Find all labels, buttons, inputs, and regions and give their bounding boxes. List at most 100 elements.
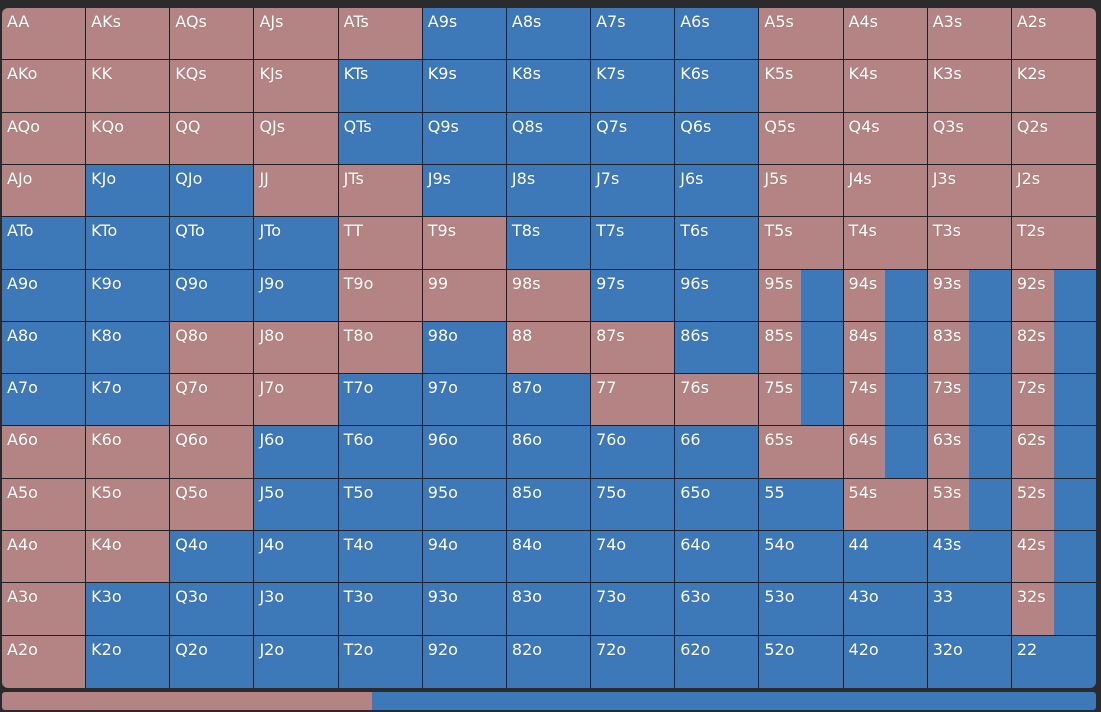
hand-cell[interactable]: ATo xyxy=(2,217,87,270)
hand-cell[interactable]: JTo xyxy=(254,217,339,270)
hand-cell[interactable]: A8o xyxy=(2,321,87,375)
hand-cell[interactable]: A3s xyxy=(927,8,1012,61)
hand-cell[interactable]: K5s xyxy=(759,60,844,113)
hand-cell[interactable]: 87o xyxy=(506,374,592,427)
hand-cell[interactable]: 43s xyxy=(927,531,1012,584)
hand-cell[interactable]: J4o xyxy=(254,531,339,584)
hand-cell[interactable]: 73s xyxy=(927,374,1012,427)
hand-cell[interactable]: K5o xyxy=(86,478,171,532)
hand-cell[interactable]: 85o xyxy=(506,478,592,532)
hand-cell[interactable]: Q6s xyxy=(675,112,760,165)
hand-cell[interactable]: Q9s xyxy=(422,112,507,165)
hand-cell[interactable]: 82o xyxy=(506,635,592,688)
hand-cell[interactable]: 77 xyxy=(591,374,676,427)
hand-cell[interactable]: 65o xyxy=(675,478,760,532)
hand-cell[interactable]: K3s xyxy=(927,60,1012,113)
hand-cell[interactable]: AKs xyxy=(86,8,171,61)
hand-cell[interactable]: J5s xyxy=(759,164,844,218)
hand-cell[interactable]: KJs xyxy=(254,60,339,113)
hand-cell[interactable]: J2s xyxy=(1011,164,1096,218)
hand-cell[interactable]: 96s xyxy=(675,269,760,322)
hand-cell[interactable]: A7o xyxy=(2,374,87,427)
hand-cell[interactable]: QJo xyxy=(170,164,255,218)
hand-cell[interactable]: AKo xyxy=(2,60,87,113)
hand-cell[interactable]: 86o xyxy=(506,426,592,479)
hand-cell[interactable]: 54s xyxy=(843,478,928,532)
hand-cell[interactable]: KTo xyxy=(86,217,171,270)
hand-cell[interactable]: Q7s xyxy=(591,112,676,165)
hand-cell[interactable]: KQo xyxy=(86,112,171,165)
hand-cell[interactable]: QJs xyxy=(254,112,339,165)
hand-cell[interactable]: 75s xyxy=(759,374,844,427)
hand-cell[interactable]: J2o xyxy=(254,635,339,688)
hand-cell[interactable]: J7s xyxy=(591,164,676,218)
hand-cell[interactable]: A8s xyxy=(506,8,592,61)
hand-cell[interactable]: K4s xyxy=(843,60,928,113)
hand-cell[interactable]: A6o xyxy=(2,426,87,479)
hand-cell[interactable]: 97o xyxy=(422,374,507,427)
hand-cell[interactable]: T8o xyxy=(338,321,423,375)
hand-cell[interactable]: 73o xyxy=(591,583,676,636)
hand-cell[interactable]: T4o xyxy=(338,531,423,584)
hand-cell[interactable]: 84s xyxy=(843,321,928,375)
hand-cell[interactable]: 63o xyxy=(675,583,760,636)
hand-cell[interactable]: 75o xyxy=(591,478,676,532)
hand-cell[interactable]: J3s xyxy=(927,164,1012,218)
hand-cell[interactable]: J3o xyxy=(254,583,339,636)
hand-cell[interactable]: T5o xyxy=(338,478,423,532)
hand-cell[interactable]: AA xyxy=(2,8,87,61)
hand-cell[interactable]: K6s xyxy=(675,60,760,113)
hand-cell[interactable]: K4o xyxy=(86,531,171,584)
hand-cell[interactable]: T3s xyxy=(927,217,1012,270)
hand-cell[interactable]: 22 xyxy=(1011,635,1096,688)
hand-cell[interactable]: T7s xyxy=(591,217,676,270)
hand-cell[interactable]: AQs xyxy=(170,8,255,61)
hand-cell[interactable]: T3o xyxy=(338,583,423,636)
hand-cell[interactable]: AQo xyxy=(2,112,87,165)
hand-cell[interactable]: Q2o xyxy=(170,635,255,688)
hand-cell[interactable]: Q5o xyxy=(170,478,255,532)
hand-cell[interactable]: JJ xyxy=(254,164,339,218)
hand-cell[interactable]: Q4o xyxy=(170,531,255,584)
hand-cell[interactable]: J8s xyxy=(506,164,592,218)
hand-cell[interactable]: T7o xyxy=(338,374,423,427)
hand-cell[interactable]: 62s xyxy=(1011,426,1096,479)
hand-cell[interactable]: 54o xyxy=(759,531,844,584)
hand-cell[interactable]: K7s xyxy=(591,60,676,113)
hand-cell[interactable]: 62o xyxy=(675,635,760,688)
hand-cell[interactable]: 63s xyxy=(927,426,1012,479)
hand-cell[interactable]: KTs xyxy=(338,60,423,113)
hand-cell[interactable]: 92o xyxy=(422,635,507,688)
hand-cell[interactable]: Q5s xyxy=(759,112,844,165)
hand-cell[interactable]: 84o xyxy=(506,531,592,584)
hand-cell[interactable]: 74s xyxy=(843,374,928,427)
hand-cell[interactable]: 65s xyxy=(759,426,844,479)
hand-cell[interactable]: ATs xyxy=(338,8,423,61)
hand-cell[interactable]: 33 xyxy=(927,583,1012,636)
hand-cell[interactable]: 42s xyxy=(1011,531,1096,584)
hand-cell[interactable]: K9s xyxy=(422,60,507,113)
hand-cell[interactable]: A5s xyxy=(759,8,844,61)
hand-cell[interactable]: T2s xyxy=(1011,217,1096,270)
hand-cell[interactable]: J9s xyxy=(422,164,507,218)
hand-cell[interactable]: T9o xyxy=(338,269,423,322)
hand-cell[interactable]: Q3s xyxy=(927,112,1012,165)
hand-cell[interactable]: Q6o xyxy=(170,426,255,479)
hand-cell[interactable]: 86s xyxy=(675,321,760,375)
hand-cell[interactable]: 98o xyxy=(422,321,507,375)
hand-cell[interactable]: 72o xyxy=(591,635,676,688)
hand-cell[interactable]: K6o xyxy=(86,426,171,479)
hand-cell[interactable]: Q9o xyxy=(170,269,255,322)
hand-cell[interactable]: 53s xyxy=(927,478,1012,532)
hand-cell[interactable]: 93s xyxy=(927,269,1012,322)
hand-cell[interactable]: 52s xyxy=(1011,478,1096,532)
hand-cell[interactable]: 32s xyxy=(1011,583,1096,636)
hand-cell[interactable]: J8o xyxy=(254,321,339,375)
hand-cell[interactable]: A9o xyxy=(2,269,87,322)
hand-cell[interactable]: J7o xyxy=(254,374,339,427)
hand-cell[interactable]: Q3o xyxy=(170,583,255,636)
hand-cell[interactable]: 83o xyxy=(506,583,592,636)
hand-cell[interactable]: 96o xyxy=(422,426,507,479)
hand-cell[interactable]: 88 xyxy=(506,321,592,375)
hand-cell[interactable]: 74o xyxy=(591,531,676,584)
